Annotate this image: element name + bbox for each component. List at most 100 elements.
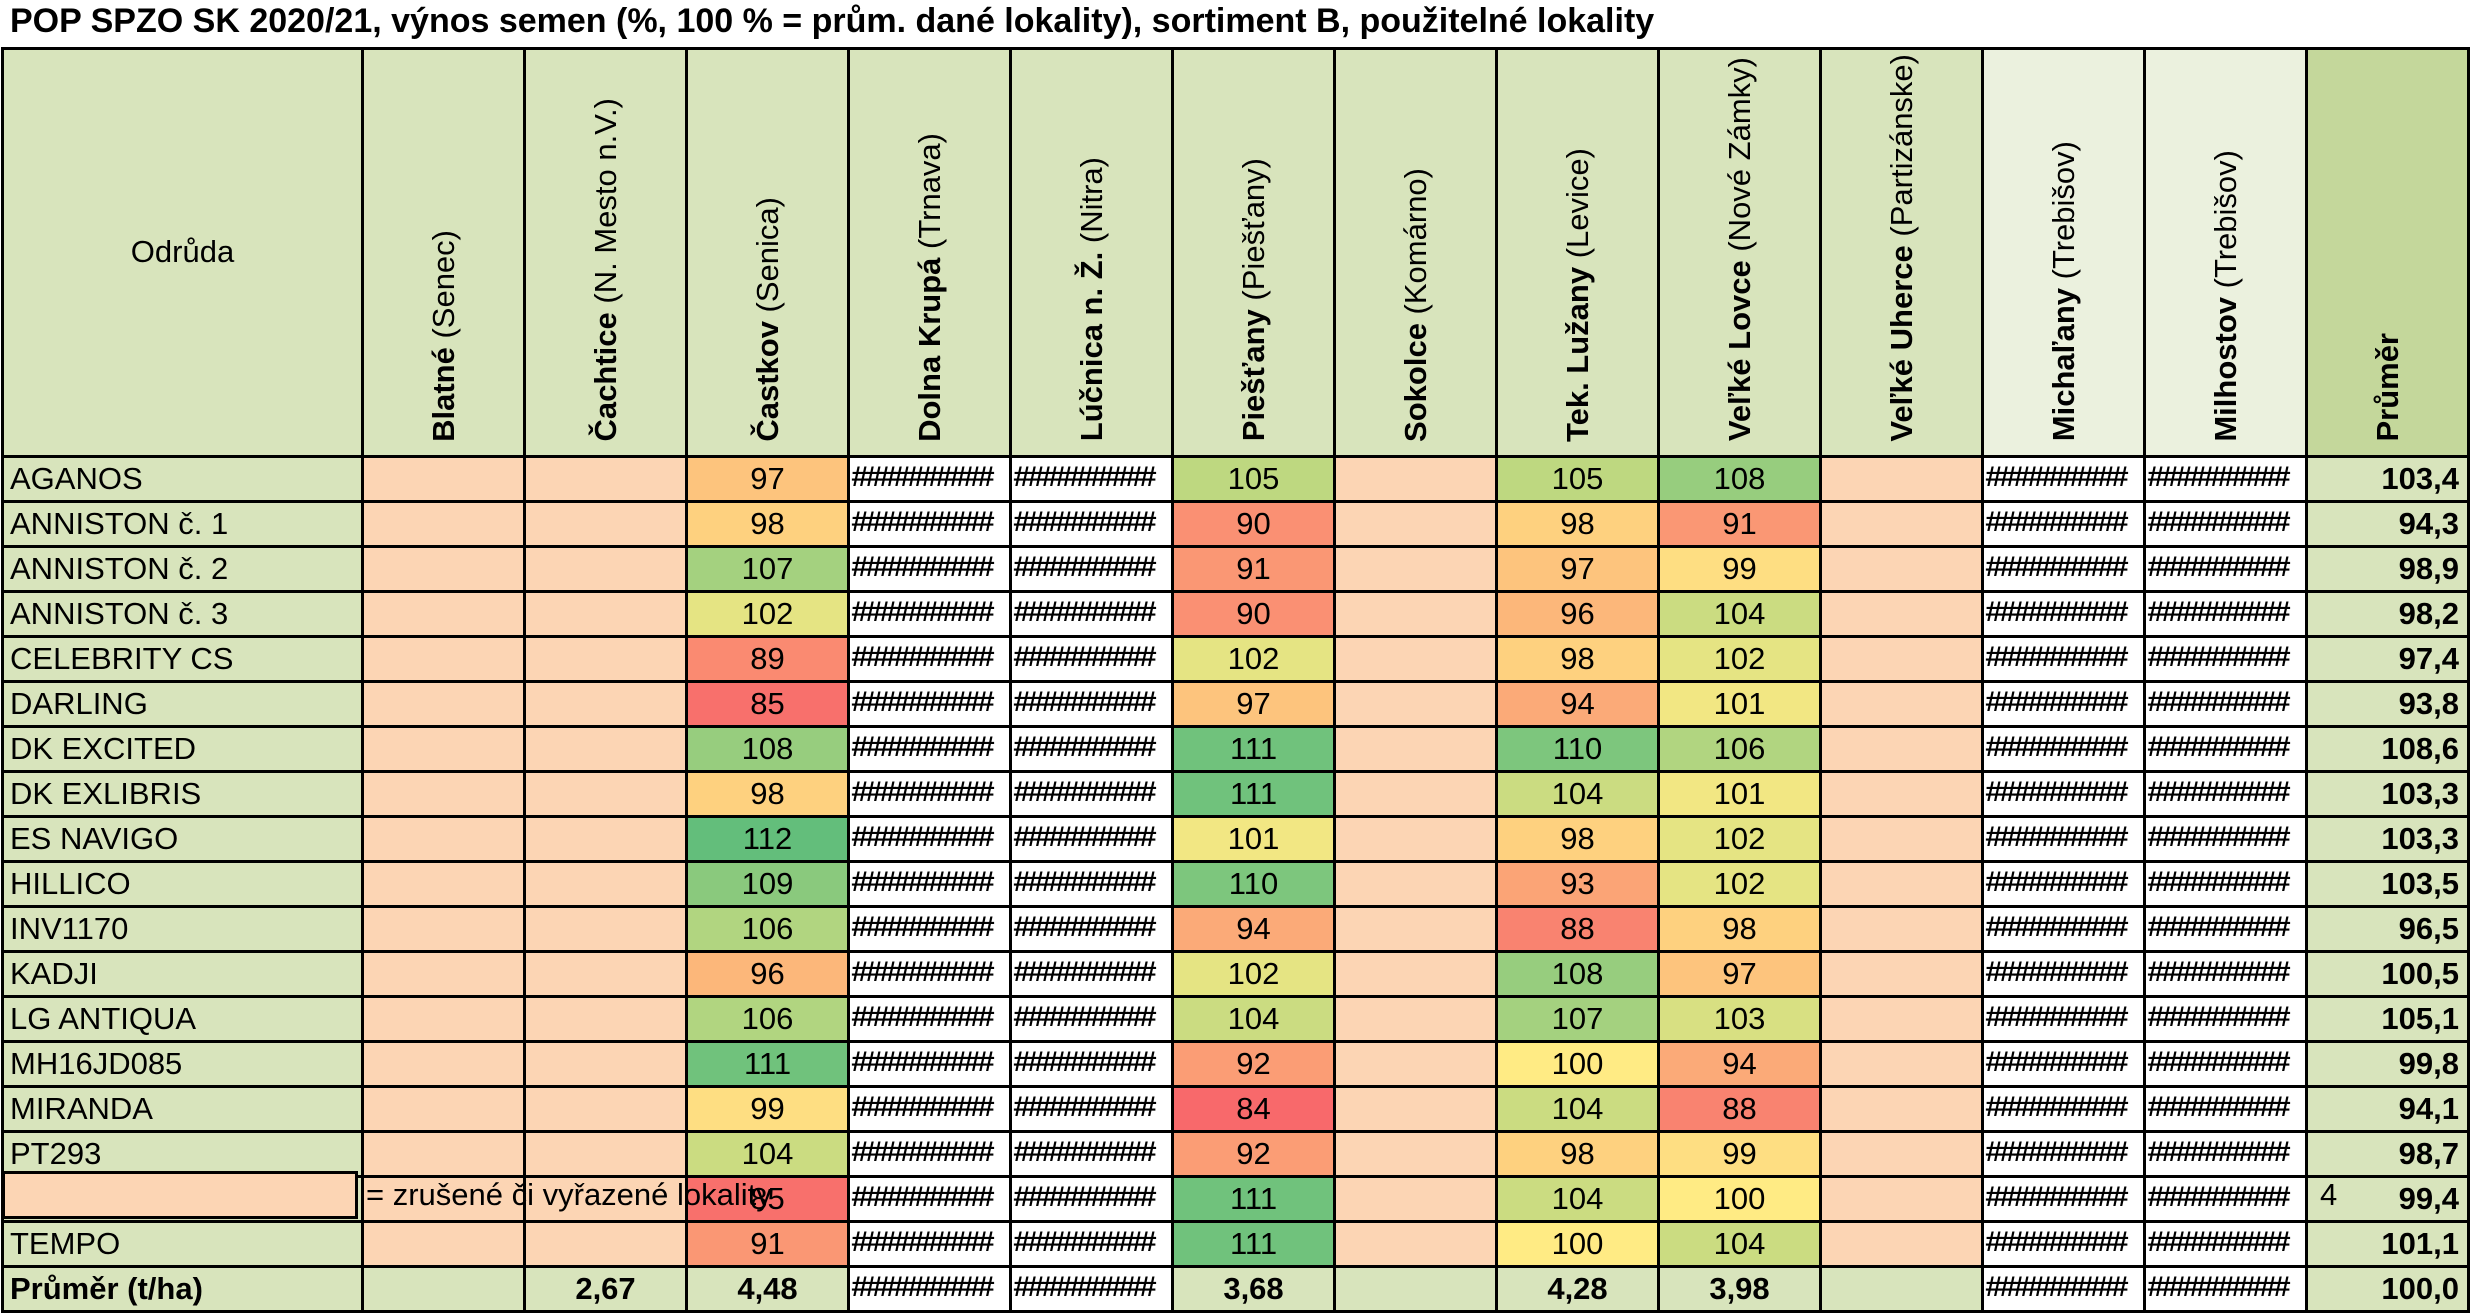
table-row: PT293 104 ########## ########## 92 98 99 ######… (1, 1129, 2470, 1178)
value-cell: 88 (1657, 1084, 1822, 1133)
overflow-cell: ########## (1981, 1039, 2146, 1088)
row-average: 103,3 (2305, 814, 2470, 863)
cancelled-cell (361, 769, 526, 818)
value-cell: 110 (1495, 724, 1660, 773)
value-cell: 93 (1495, 859, 1660, 908)
total-cell: 4,28 (1495, 1264, 1660, 1313)
cancelled-cell (523, 454, 688, 503)
table-row: DK EXLIBRIS 98 ########## ########## 111 104 1… (1, 769, 2470, 818)
value-cell: 98 (1657, 904, 1822, 953)
variety-name: LG ANTIQUA (1, 994, 364, 1043)
cancelled-cell (1333, 859, 1498, 908)
cancelled-cell (1819, 454, 1984, 503)
row-average: 103,5 (2305, 859, 2470, 908)
cancelled-cell (1333, 454, 1498, 503)
total-cell (361, 1264, 526, 1313)
cancelled-cell (523, 814, 688, 863)
cancelled-cell (361, 859, 526, 908)
value-cell: 94 (1657, 1039, 1822, 1088)
variety-name: DARLING (1, 679, 364, 728)
value-cell: 107 (1495, 994, 1660, 1043)
value-cell: 94 (1171, 904, 1336, 953)
cancelled-cell (523, 724, 688, 773)
overflow-cell: ########## (1009, 1039, 1174, 1088)
table-row: AGANOS 97 ########## ########## 105 105 108 ###… (1, 454, 2470, 503)
value-cell: 108 (1657, 454, 1822, 503)
value-cell: 102 (1657, 814, 1822, 863)
cancelled-cell (523, 859, 688, 908)
value-cell: 104 (1657, 1219, 1822, 1268)
value-cell: 90 (1171, 589, 1336, 638)
value-cell: 91 (1171, 544, 1336, 593)
overflow-cell: ########## (847, 904, 1012, 953)
variety-name: KADJI (1, 949, 364, 998)
overflow-cell: ########## (847, 769, 1012, 818)
location-header: Milhostov (Trebišov) (2143, 47, 2308, 458)
value-cell: 104 (1171, 994, 1336, 1043)
row-average: 94,1 (2305, 1084, 2470, 1133)
yield-table: Odrůda Blatné (Senec) Čachtice (N. Mesto… (1, 47, 2470, 1313)
cancelled-cell (1819, 499, 1984, 548)
cancelled-cell (361, 634, 526, 683)
overflow-cell: ########## (1981, 1219, 2146, 1268)
overflow-cell: ########## (1009, 1174, 1174, 1223)
cancelled-cell (1819, 1039, 1984, 1088)
cancelled-cell (1819, 1084, 1984, 1133)
value-cell: 85 (685, 1174, 850, 1223)
cancelled-cell (1819, 634, 1984, 683)
value-cell: 99 (1657, 544, 1822, 593)
overflow-cell: ########## (1009, 454, 1174, 503)
overflow-cell: ########## (2143, 769, 2308, 818)
overflow-cell: ########## (1009, 769, 1174, 818)
cancelled-cell (361, 724, 526, 773)
value-cell: 97 (685, 454, 850, 503)
variety-name: CELEBRITY CS (1, 634, 364, 683)
cancelled-cell (523, 994, 688, 1043)
value-cell: 102 (1657, 634, 1822, 683)
value-cell: 105 (1495, 454, 1660, 503)
cancelled-cell (361, 1174, 526, 1223)
cancelled-cell (1333, 994, 1498, 1043)
variety-name: DK EXCITED (1, 724, 364, 773)
average-header: Průměr (2305, 47, 2470, 458)
overflow-cell: ########## (1009, 724, 1174, 773)
cancelled-cell (1819, 1129, 1984, 1178)
value-cell: 111 (1171, 1174, 1336, 1223)
location-header: Michaľany (Trebišov) (1981, 47, 2146, 458)
header-row: Odrůda Blatné (Senec) Čachtice (N. Mesto… (1, 47, 2470, 458)
total-cell: 3,68 (1171, 1264, 1336, 1313)
overflow-cell: ########## (2143, 634, 2308, 683)
overflow-cell: ########## (1009, 814, 1174, 863)
overflow-cell: ########## (2143, 1174, 2308, 1223)
total-cell (1819, 1264, 1984, 1313)
row-average: 97,4 (2305, 634, 2470, 683)
cancelled-cell (523, 1129, 688, 1178)
location-header: Dolna Krupá (Trnava) (847, 47, 1012, 458)
variety-name: ES NAVIGO (1, 814, 364, 863)
overflow-cell: ########## (1981, 589, 2146, 638)
row-average: 99,8 (2305, 1039, 2470, 1088)
cancelled-cell (1819, 1219, 1984, 1268)
row-average: 108,6 (2305, 724, 2470, 773)
row-average: 96,5 (2305, 904, 2470, 953)
cancelled-cell (361, 499, 526, 548)
row-average: 101,1 (2305, 1219, 2470, 1268)
cancelled-cell (1819, 724, 1984, 773)
overflow-cell: ########## (1981, 454, 2146, 503)
overflow-cell: ########## (847, 949, 1012, 998)
table-row: ES NAVIGO 112 ########## ########## 101 98 102… (1, 814, 2470, 863)
cancelled-cell (1819, 814, 1984, 863)
location-header: Piešťany (Piešťany) (1171, 47, 1336, 458)
total-cell: 4,48 (685, 1264, 850, 1313)
overflow-cell: ########## (1009, 679, 1174, 728)
value-cell: 108 (685, 724, 850, 773)
overflow-cell: ########## (2143, 904, 2308, 953)
cancelled-cell (1333, 679, 1498, 728)
value-cell: 89 (685, 634, 850, 683)
value-cell: 96 (1495, 589, 1660, 638)
table-row: ANNISTON č. 2 107 ########## ########## 91 97… (1, 544, 2470, 593)
legend-swatch (2, 1171, 358, 1219)
overflow-cell: ########## (1981, 904, 2146, 953)
overflow-cell: ########## (2143, 814, 2308, 863)
overflow-cell: ########## (1981, 1129, 2146, 1178)
